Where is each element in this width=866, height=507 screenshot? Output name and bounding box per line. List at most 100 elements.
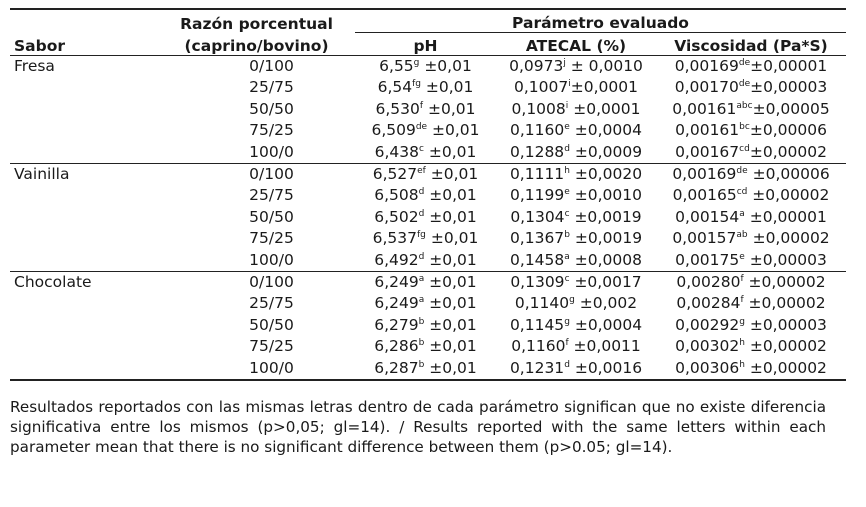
viscosity-cell: 0,00161abc±0,00005 xyxy=(656,99,846,120)
mean-value: 6,527 xyxy=(372,165,418,184)
mean-value: 6,287 xyxy=(374,358,419,377)
mean-value: 0,1458 xyxy=(510,250,565,269)
table-row: 75/25 6,509de ±0,01 0,1160e ±0,0004 0,00161… xyxy=(10,120,846,141)
ratio-cell: 25/75 xyxy=(158,77,355,98)
error-value: ±0,00001 xyxy=(750,57,828,75)
mean-value: 6,492 xyxy=(374,250,419,269)
error-value: ±0,00002 xyxy=(747,186,830,205)
significance-letter: b xyxy=(418,316,425,327)
error-value: ±0,0019 xyxy=(569,207,642,226)
mean-value: 0,00306 xyxy=(675,358,740,377)
table-row: 25/75 6,249a ±0,01 0,1140g ±0,002 0,00284f … xyxy=(10,293,846,314)
ratio-cell: 75/25 xyxy=(158,228,355,249)
header-empty-cell xyxy=(10,8,158,33)
significance-letter: de xyxy=(415,122,428,133)
significance-letter: f xyxy=(419,100,424,111)
ratio-value: 100/0 xyxy=(249,358,294,377)
mean-value: 0,1309 xyxy=(510,273,565,292)
mean-value: 0,1111 xyxy=(509,165,565,184)
mean-value: 0,00169 xyxy=(672,165,737,184)
ph-cell: 6,438c ±0,01 xyxy=(355,142,496,164)
flavor-cell xyxy=(10,77,158,98)
error-value: ±0,01 xyxy=(424,250,477,269)
significance-letter: bc xyxy=(739,122,750,133)
significance-letter: g xyxy=(739,316,745,327)
ph-cell: 6,54fg ±0,01 xyxy=(355,77,496,98)
table-row: 75/25 6,286b ±0,01 0,1160f ±0,0011 0,00302h… xyxy=(10,336,846,357)
mean-value: 0,1304 xyxy=(510,207,565,226)
significance-letter: i xyxy=(568,79,571,90)
viscosity-cell: 0,00165cd ±0,00002 xyxy=(656,185,846,206)
ratio-value: 100/0 xyxy=(249,250,294,269)
flavor-cell xyxy=(10,336,158,357)
error-value: ±0,00005 xyxy=(752,99,830,118)
significance-letter: fg xyxy=(417,230,426,241)
significance-letter: h xyxy=(739,359,745,370)
error-value: ±0,01 xyxy=(423,99,476,118)
table-row: 25/75 6,54fg ±0,01 0,1007i±0,0001 0,00170de… xyxy=(10,77,846,98)
error-value: ±0,01 xyxy=(424,358,477,377)
error-value: ±0,0001 xyxy=(570,78,638,97)
error-value: ±0,0019 xyxy=(569,229,643,248)
ratio-value: 25/75 xyxy=(249,186,294,205)
ratio-cell: 50/50 xyxy=(158,207,355,228)
document: Razón porcentual Parámetro evaluado Sabo… xyxy=(10,8,846,472)
ratio-value: 50/50 xyxy=(249,315,294,334)
atecal-cell: 0,1231d ±0,0016 xyxy=(496,357,656,382)
atecal-cell: 0,1007i±0,0001 xyxy=(496,77,656,98)
viscosity-cell: 0,00169de±0,00001 xyxy=(656,55,846,78)
significance-letter: fg xyxy=(412,79,421,90)
mean-value: 6,55 xyxy=(379,57,414,75)
mean-value: 0,0973 xyxy=(509,57,564,75)
error-value: ± 0,0010 xyxy=(565,57,643,75)
mean-value: 0,1367 xyxy=(509,229,565,248)
mean-value: 0,00169 xyxy=(674,57,739,75)
significance-letter: i xyxy=(565,100,569,111)
ratio-cell: 50/50 xyxy=(158,99,355,120)
ratio-cell: 100/0 xyxy=(158,250,355,272)
ph-cell: 6,249a ±0,01 xyxy=(355,271,496,294)
error-value: ±0,0010 xyxy=(569,186,642,205)
ratio-cell: 75/25 xyxy=(158,336,355,357)
mean-value: 0,00167 xyxy=(675,142,740,161)
table-row: 50/50 6,502d ±0,01 0,1304c ±0,0019 0,00154a… xyxy=(10,207,846,228)
ratio-value: 0/100 xyxy=(249,57,294,75)
mean-value: 6,502 xyxy=(374,207,419,226)
significance-letter: g xyxy=(564,316,570,327)
flavor-cell xyxy=(10,207,158,228)
ratio-cell: 25/75 xyxy=(158,293,355,314)
error-value: ±0,01 xyxy=(424,294,477,313)
viscosity-cell: 0,00292g ±0,00003 xyxy=(656,315,846,336)
mean-value: 0,1145 xyxy=(509,315,565,334)
flavor-label: Chocolate xyxy=(14,273,92,292)
significance-letter: b xyxy=(418,359,425,370)
table-row: 50/50 6,530f ±0,01 0,1008i ±0,0001 0,00161a… xyxy=(10,99,846,120)
significance-letter: d xyxy=(418,187,425,198)
ratio-value: 25/75 xyxy=(249,78,294,97)
ratio-value: 50/50 xyxy=(249,207,294,226)
ratio-cell: 0/100 xyxy=(158,55,355,78)
error-value: ±0,00003 xyxy=(744,250,827,269)
error-value: ±0,01 xyxy=(424,315,477,334)
significance-letter: a xyxy=(739,208,745,219)
significance-letter: f xyxy=(740,274,744,285)
error-value: ±0,0017 xyxy=(569,273,642,292)
ratio-value: 0/100 xyxy=(249,273,294,292)
atecal-cell: 0,1309c ±0,0017 xyxy=(496,271,656,294)
significance-letter: h xyxy=(564,166,570,177)
error-value: ±0,01 xyxy=(424,273,477,292)
significance-letter: b xyxy=(418,338,425,349)
mean-value: 0,00280 xyxy=(676,273,741,292)
viscosity-cell: 0,00280f ±0,00002 xyxy=(656,271,846,294)
mean-value: 0,00165 xyxy=(672,186,737,205)
mean-value: 0,00292 xyxy=(675,315,740,334)
significance-letter: c xyxy=(418,143,424,154)
flavor-cell xyxy=(10,142,158,164)
error-value: ±0,01 xyxy=(425,229,479,248)
significance-letter: e xyxy=(564,122,570,133)
mean-value: 0,00154 xyxy=(675,207,740,226)
header-ph: pH xyxy=(413,37,438,55)
error-value: ±0,00003 xyxy=(744,315,827,334)
flavor-cell: Fresa xyxy=(10,55,158,78)
error-value: ±0,0016 xyxy=(569,358,643,377)
